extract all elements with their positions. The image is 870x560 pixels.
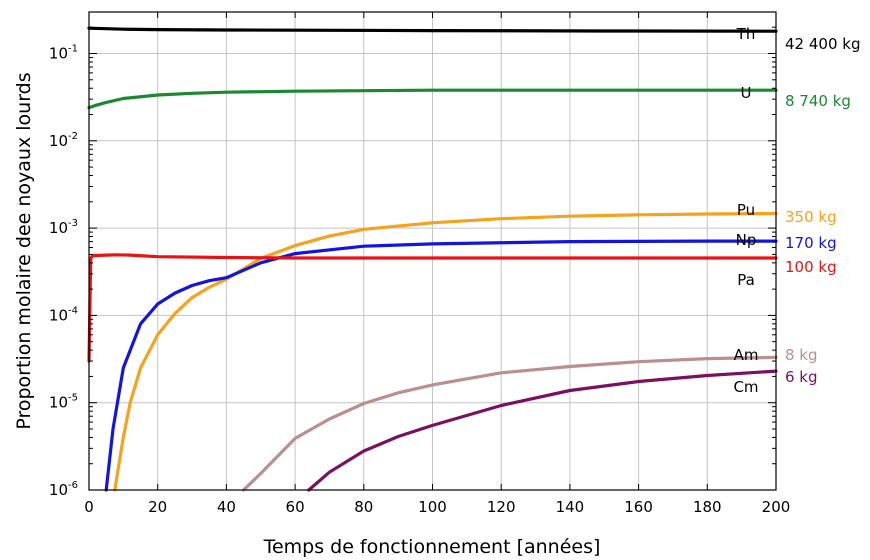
y-tick-base: 10: [49, 45, 68, 63]
y-tick-label: 10-2: [49, 131, 78, 150]
y-tick-exponent: -5: [68, 393, 78, 404]
series-line-np: [104, 239, 778, 492]
series-name-u: U: [741, 84, 752, 102]
y-tick-exponent: -3: [68, 218, 78, 229]
y-tick-label: 10-1: [49, 44, 78, 63]
y-tick-base: 10: [49, 394, 68, 412]
series-mass-cm: 6 kg: [785, 368, 818, 386]
series-labels: Th 42 400 kg U 8 740 kg Pu 350 kg Np 170 kg Pa 10…: [733, 25, 860, 396]
y-tick-base: 10: [49, 481, 68, 499]
y-tick-base: 10: [49, 306, 68, 324]
y-tick-label: 10-6: [49, 480, 78, 499]
x-tick-label: 40: [217, 498, 236, 516]
series-mass-th: 42 400 kg: [785, 35, 860, 53]
series-name-pa: Pa: [737, 271, 755, 289]
y-tick-exponent: -4: [68, 305, 78, 316]
x-tick-label: 0: [84, 498, 94, 516]
series-name-pu: Pu: [737, 201, 755, 219]
series-line-pu: [113, 211, 778, 492]
y-tick-exponent: -6: [68, 480, 78, 491]
series-line-u: [87, 88, 778, 110]
series-mass-u: 8 740 kg: [785, 92, 851, 110]
series-mass-pu: 350 kg: [785, 208, 837, 226]
x-tick-label: 140: [556, 498, 585, 516]
x-tick-label: 80: [354, 498, 373, 516]
x-tick-label: 180: [693, 498, 722, 516]
y-tick-label: 10-5: [49, 393, 78, 412]
series-line-th: [87, 26, 778, 33]
series-line-am: [242, 355, 778, 492]
x-axis-title: Temps de fonctionnement [années]: [263, 536, 601, 558]
series-name-th: Th: [736, 25, 756, 43]
y-tick-base: 10: [49, 132, 68, 150]
series-name-np: Np: [736, 231, 757, 249]
x-tick-label: 20: [148, 498, 167, 516]
series-mass-am: 8 kg: [785, 346, 818, 364]
series-mass-pa: 100 kg: [785, 258, 837, 276]
y-tick-label: 10-3: [49, 218, 78, 237]
series-mass-np: 170 kg: [785, 234, 837, 252]
series-name-cm: Cm: [733, 378, 758, 396]
x-tick-label: 60: [286, 498, 305, 516]
axis-ticks: 0 20 40 60 80 100 120 140 160 180 20010-610-510-41…: [49, 12, 790, 516]
y-tick-label: 10-4: [49, 305, 78, 324]
x-tick-label: 200: [762, 498, 791, 516]
x-tick-label: 160: [624, 498, 653, 516]
series-line-cm: [307, 369, 778, 492]
series-line-pa: [87, 253, 778, 363]
y-tick-exponent: -1: [68, 44, 78, 55]
y-tick-exponent: -2: [68, 131, 78, 142]
x-tick-label: 120: [487, 498, 516, 516]
y-tick-base: 10: [49, 219, 68, 237]
y-axis-title: Proportion molaire dee noyaux lourds: [13, 72, 35, 429]
x-tick-label: 100: [418, 498, 447, 516]
series-lines: [87, 26, 778, 492]
series-name-am: Am: [734, 346, 759, 364]
grid: [89, 12, 776, 490]
